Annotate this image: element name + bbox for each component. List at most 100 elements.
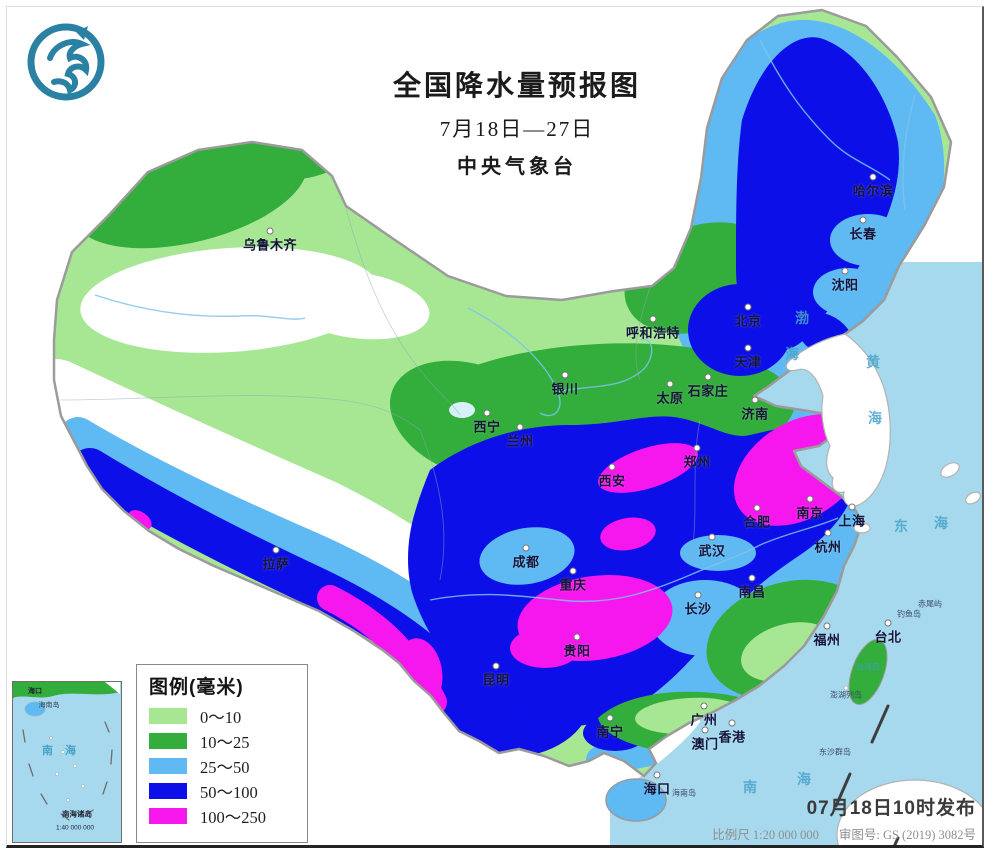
city-label: 沈阳 <box>831 277 859 293</box>
city-label: 乌鲁木齐 <box>242 237 298 253</box>
city-dot <box>806 495 814 503</box>
city-label: 昆明 <box>482 672 510 688</box>
geo-label: 钓鱼岛 <box>897 609 921 619</box>
forecast-date-range: 7月18日—27日 <box>439 117 595 141</box>
province-borders <box>59 204 701 581</box>
rivers <box>94 39 916 603</box>
geo-label: 澎湖列岛 <box>830 690 862 700</box>
city-label: 北京 <box>734 313 762 329</box>
city-dot <box>823 622 831 630</box>
city-label: 南宁 <box>596 724 624 740</box>
city-label: 香港 <box>718 729 746 745</box>
inset-scale-label: 1:40 000 000 <box>56 824 94 832</box>
legend-row: 25～50 <box>149 756 297 777</box>
city-dot <box>848 503 856 511</box>
city-dot <box>573 633 581 641</box>
inset-islands-label: 南海诸岛 <box>62 809 92 819</box>
city-dot <box>561 371 569 379</box>
geo-label: 海南岛 <box>672 788 696 798</box>
legend-row: 50～100 <box>149 781 297 802</box>
city-dot <box>859 216 867 224</box>
city-label: 成都 <box>512 554 540 570</box>
city-dot <box>704 373 712 381</box>
legend-title: 图例(毫米) <box>149 677 244 698</box>
city-label: 贵阳 <box>563 643 591 659</box>
sea-label: 海 <box>785 346 799 362</box>
city-label: 呼和浩特 <box>625 325 681 341</box>
city-label: 福州 <box>813 632 841 648</box>
city-dot <box>693 444 701 452</box>
inset-sea-label: 南海 <box>42 745 88 757</box>
sea-label: 海 <box>797 771 811 787</box>
sea-label: 渤 <box>795 310 809 326</box>
publish-info: 07月18日10时发布 比例尺 1:20 000 000 审图号: GS (20… <box>712 793 976 843</box>
city-label: 石家庄 <box>687 383 729 399</box>
city-label: 西宁 <box>473 419 501 435</box>
city-label: 银川 <box>551 381 579 397</box>
approval-number: 审图号: GS (2019) 3082号 <box>838 828 976 842</box>
legend-swatch-10-25 <box>149 732 187 749</box>
city-dot <box>728 719 736 727</box>
city-label: 拉萨 <box>262 556 290 572</box>
city-label: 上海 <box>838 513 866 529</box>
cma-logo <box>27 23 105 101</box>
geo-label: 赤尾屿 <box>918 599 942 609</box>
city-label: 台北 <box>874 629 902 645</box>
inset-hainan-label: 海南岛 <box>38 702 60 709</box>
agency-name: 中央气象台 <box>456 156 577 178</box>
city-label: 天津 <box>734 354 762 370</box>
city-label: 广州 <box>690 712 718 728</box>
city-label: 武汉 <box>698 543 726 559</box>
korea-peninsula <box>785 333 981 534</box>
city-label: 兰州 <box>506 433 534 449</box>
city-dot <box>608 463 616 471</box>
city-dot <box>694 591 702 599</box>
legend: 图例(毫米) 0～10 10～25 25～50 50～100 100～250 <box>136 664 308 843</box>
city-dot <box>753 504 761 512</box>
city-dot <box>744 344 752 352</box>
city-dot <box>841 267 849 275</box>
legend-row: 100～250 <box>149 806 297 827</box>
legend-swatch-0-10 <box>149 707 187 724</box>
city-dot <box>666 380 674 388</box>
city-dot <box>744 303 752 311</box>
city-label: 济南 <box>741 406 769 422</box>
city-label: 合肥 <box>743 514 771 530</box>
city-dot <box>869 173 877 181</box>
city-label: 西安 <box>598 473 626 489</box>
geo-label: 东沙群岛 <box>819 747 851 757</box>
city-dot <box>522 544 530 552</box>
geo-label: 台湾岛 <box>856 662 880 672</box>
sea-label: 海 <box>868 410 882 426</box>
publish-time: 07月18日10时发布 <box>806 798 976 819</box>
city-dot <box>492 662 500 670</box>
sea-label: 海 <box>934 515 948 531</box>
sea-label: 东 <box>894 518 908 534</box>
legend-label: 100～250 <box>200 807 266 827</box>
city-dot <box>483 409 491 417</box>
city-dot <box>569 567 577 575</box>
city-dot <box>266 227 274 235</box>
city-label: 南昌 <box>738 584 766 600</box>
legend-row: 10～25 <box>149 731 297 752</box>
city-dot <box>700 702 708 710</box>
south-china-sea-inset: 海口 海南岛 南海 南海诸岛 1:40 000 000 <box>12 681 122 843</box>
city-label: 澳门 <box>691 736 719 752</box>
luzon-island <box>836 779 984 848</box>
city-dot <box>884 619 892 627</box>
sea-label: 南 <box>743 779 757 795</box>
legend-label: 50～100 <box>200 782 258 802</box>
legend-label: 0～10 <box>200 707 242 727</box>
sea-label: 黄 <box>866 354 880 370</box>
city-label: 海口 <box>643 781 671 797</box>
city-dot <box>708 533 716 541</box>
city-dot <box>272 546 280 554</box>
city-label: 长春 <box>849 226 877 242</box>
city-dot <box>748 574 756 582</box>
inset-map-svg <box>13 682 120 821</box>
city-label: 重庆 <box>559 577 587 593</box>
penghu-islets <box>843 685 849 691</box>
city-label: 哈尔滨 <box>852 183 894 199</box>
